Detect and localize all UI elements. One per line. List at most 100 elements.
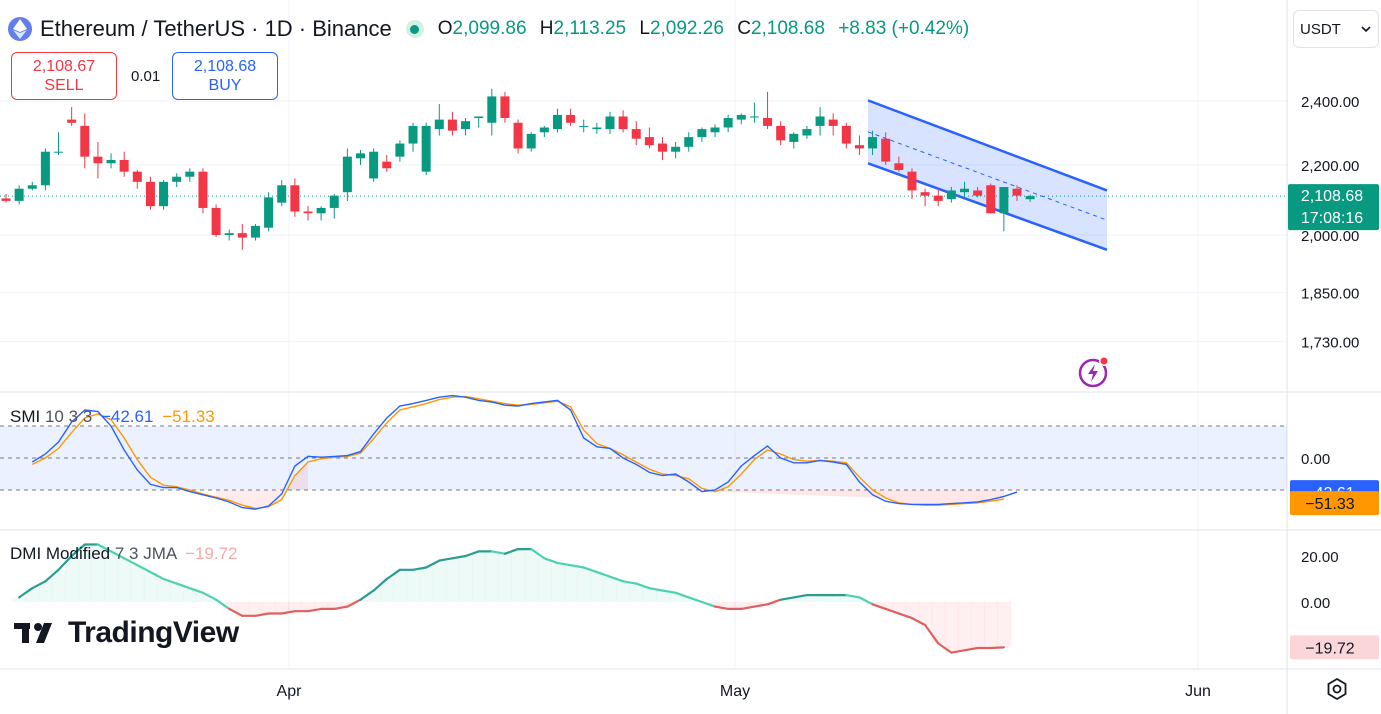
dmi-bar [104,551,119,602]
dmi-segment [923,623,940,645]
dmi-segment [713,605,730,611]
candle-body [54,151,64,153]
candle-body [539,127,549,133]
dmi-bar [458,556,473,602]
dmi-tick-label: 0.00 [1301,595,1330,612]
chevron-down-icon [1361,26,1371,33]
market-status-icon[interactable] [405,20,424,38]
candle-body [382,161,392,169]
dmi-bar [852,597,867,602]
dmi-bar [327,602,342,609]
dmi-bar [288,602,302,612]
dmi-segment [858,596,874,606]
dmi-segment [149,570,165,581]
dmi-bar [498,553,513,602]
dmi-segment [411,566,428,571]
spread-value: 0.01 [131,68,161,85]
candle-body [237,233,247,238]
candle-body [973,190,983,196]
candle-body [854,145,864,149]
buy-label: BUY [208,77,242,94]
candle-body [1,198,11,201]
dmi-name: DMI Modified [10,544,111,563]
candle-body [474,116,484,119]
dmi-bar [984,602,998,648]
dmi-segment [123,557,139,567]
open-value: 2,099.86 [452,18,527,39]
dmi-bar [393,569,407,602]
price-axis[interactable]: 2,400.00 2,200.00 2,000.00 1,850.00 1,730.00… [277,94,1379,700]
dmi-bar [117,558,132,602]
dmi-segment [136,564,152,574]
dmi-bar [747,602,762,607]
channel-fill [868,100,1107,250]
dmi-segment [31,580,47,590]
smi-signal-value: −51.33 [162,407,215,426]
dmi-segment [96,543,113,553]
dmi-bar [38,581,53,602]
smi-name: SMI [10,407,41,426]
date-tick-label: May [720,683,750,700]
buy-button[interactable]: 2,108.68 BUY [172,52,278,100]
dmi-segment [989,646,1005,650]
dmi-bar [143,572,158,602]
candle-body [224,233,234,235]
sell-button[interactable]: 2,108.67 SELL [11,52,117,100]
descending-channel-drawing[interactable] [867,99,1108,252]
candle-body [342,156,352,193]
smi-signal-badge [1290,491,1379,516]
currency-select[interactable]: USDT [1293,10,1379,48]
candle-body [933,195,943,201]
dmi-segment [254,612,270,617]
dmi-segment [753,603,769,608]
dmi-bar [957,602,972,651]
symbol-title[interactable]: Ethereum / TetherUS · 1D · Binance [40,16,392,41]
settings-icon[interactable] [1325,677,1349,701]
dmi-bar [721,602,736,609]
dmi-segment [175,582,191,590]
candle-body [710,127,720,133]
dmi-segment [425,559,441,569]
candle-body [723,118,733,128]
dmi-bar [826,595,841,602]
bar-countdown: 17:08:16 [1301,210,1363,227]
price-tick-label: 2,400.00 [1301,94,1359,111]
candle-body [1012,188,1022,196]
oversold-fill [715,490,1004,506]
dmi-bar [905,602,920,619]
tradingview-logo[interactable]: TradingView [14,616,239,650]
candle-body [500,96,510,119]
dmi-segment [700,600,717,608]
candle-body [749,116,759,118]
dmi-segment [18,587,34,599]
lightning-icon[interactable] [1077,355,1111,389]
dmi-bar [432,560,447,602]
dmi-segment [44,568,60,583]
smi-params: 10 3 3 [44,407,93,426]
dmi-bar [196,592,211,602]
candle-body [421,125,431,172]
dmi-segment [556,561,572,567]
dmi-bar [866,602,880,605]
dmi-bar [340,602,355,607]
dmi-legend[interactable]: DMI Modified 7 3 JMA −19.72 [10,544,238,564]
dmi-bar [590,572,604,602]
last-price-badge-value: 2,108.68 [1301,188,1363,205]
smi-legend[interactable]: SMI 10 3 3 −42.61 −51.33 [10,407,215,427]
close-label: C [737,18,751,39]
date-tick-label: Apr [277,683,303,700]
candle-body [264,197,274,228]
dmi-segment [490,550,507,555]
dmi-segment [792,593,809,599]
candle-body [671,146,681,152]
dmi-bar [997,602,1011,648]
sell-price: 2,108.67 [32,58,96,75]
smi-band [0,425,1287,491]
dmi-segment [845,593,861,599]
dmi-bar [170,583,184,602]
dmi-bar [183,588,197,602]
candle-body [881,138,891,162]
candle-body [644,137,654,146]
open-label: O [437,18,453,39]
